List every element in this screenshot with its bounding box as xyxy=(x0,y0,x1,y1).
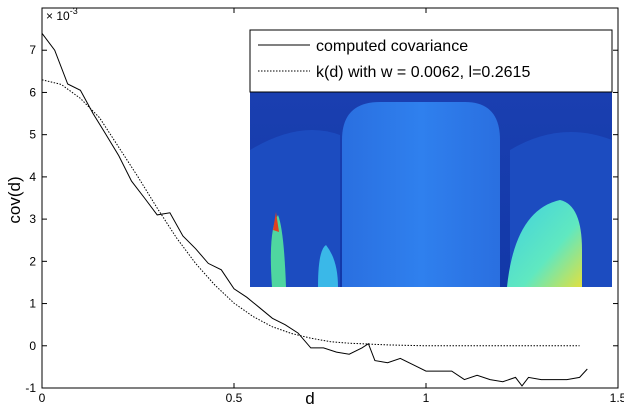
x-tick-label: 0 xyxy=(39,391,46,405)
legend-box xyxy=(249,29,613,93)
y-scale-exponent: -3 xyxy=(70,6,78,16)
y-scale-label: × 10-3 xyxy=(46,6,78,23)
x-axis-label: d xyxy=(305,389,314,408)
inset-bump xyxy=(318,245,338,287)
series-line xyxy=(41,79,580,347)
y-tick-label: 0 xyxy=(29,339,36,353)
inset-dome xyxy=(342,102,500,287)
y-tick-label: 3 xyxy=(29,212,36,226)
y-tick-label: 1 xyxy=(29,297,36,311)
legend-label: computed covariance xyxy=(316,38,468,55)
x-tick-label: 1 xyxy=(423,391,430,405)
y-tick-label: 5 xyxy=(29,128,36,142)
y-axis-label: cov(d) xyxy=(5,176,24,223)
legend-label: k(d) with w = 0.0062, l=0.2615 xyxy=(316,64,530,81)
inset-hot xyxy=(273,212,279,232)
y-tick-label: 4 xyxy=(29,170,36,184)
plot-frame xyxy=(41,7,619,389)
y-scale-base: × 10 xyxy=(46,9,70,23)
y-tick-label: 7 xyxy=(29,43,36,57)
series-line xyxy=(41,32,588,387)
x-tick-label: 0.5 xyxy=(226,391,243,405)
y-tick-label: 2 xyxy=(29,254,36,268)
inset-image xyxy=(250,92,612,287)
y-tick-label: 6 xyxy=(29,85,36,99)
y-tick-label: -1 xyxy=(25,381,36,395)
x-tick-label: 1.5 xyxy=(610,391,624,405)
inset-hill xyxy=(507,200,582,287)
inset-spike xyxy=(270,215,286,287)
